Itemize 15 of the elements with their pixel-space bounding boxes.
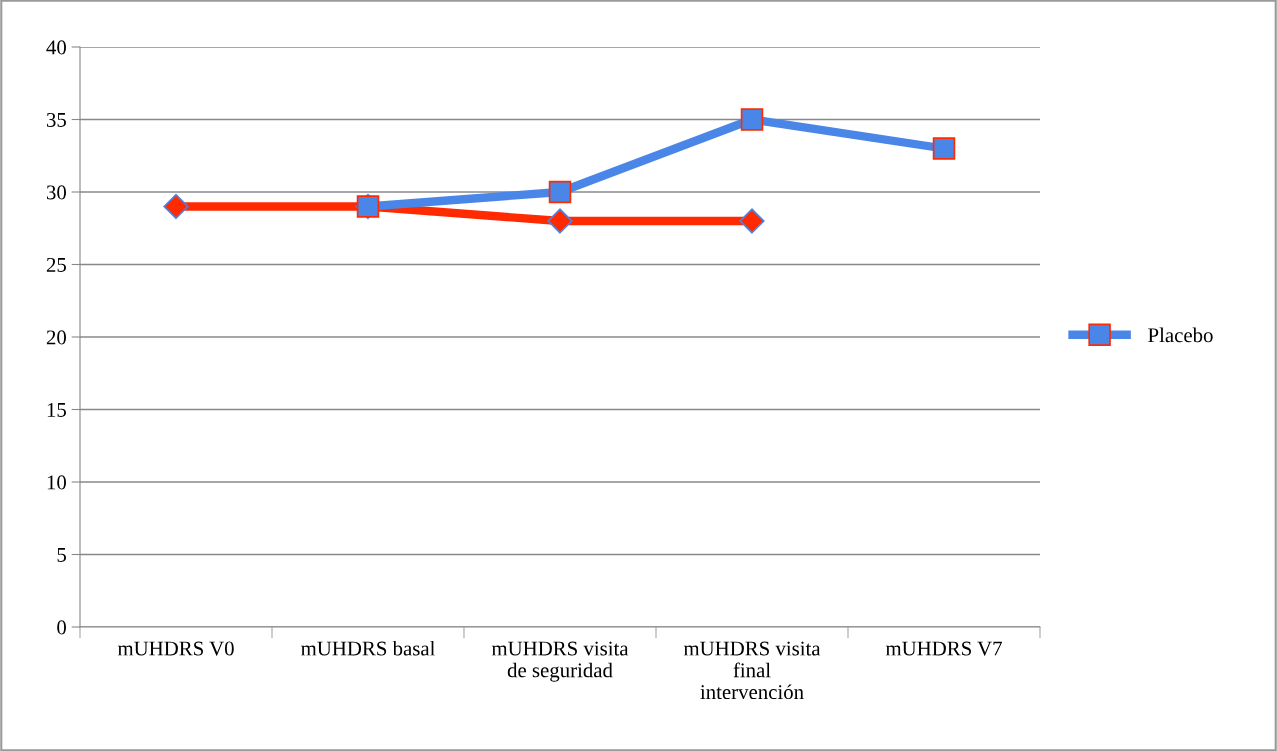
y-tick-label: 40 [46, 40, 67, 55]
y-tick-label: 10 [47, 475, 67, 490]
x-tick-label: mUHDRS basal [301, 640, 435, 656]
y-tick-label: 20 [46, 330, 67, 345]
x-tick-label: mUHDRS V0 [117, 641, 234, 656]
x-tick-label: mUHDRS visita final intervención [683, 641, 821, 700]
y-tick-label: 15 [47, 402, 66, 417]
y-tick-label: 25 [46, 257, 66, 272]
x-tick-label: mUHDRS V7 [885, 641, 1002, 656]
legend-label: Placebo [1148, 327, 1213, 343]
y-tick-label: 0 [57, 620, 67, 635]
x-tick-label: mUHDRS visita de seguridad [491, 641, 629, 682]
y-tick-label: 30 [46, 185, 67, 200]
y-tick-label: 35 [46, 112, 66, 127]
y-tick-label: 5 [57, 548, 66, 562]
